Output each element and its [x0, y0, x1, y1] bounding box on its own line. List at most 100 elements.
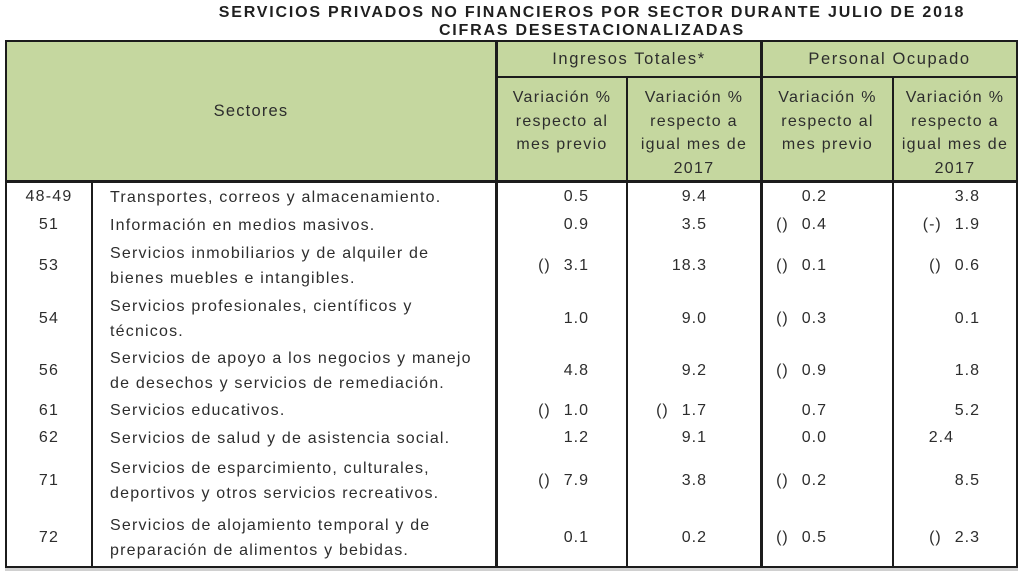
- negative-sign: (): [929, 528, 942, 546]
- group-header-ingresos-totales: Ingresos Totales*: [495, 42, 760, 78]
- value-number: 7.9: [563, 471, 589, 489]
- value-cell: () 0.6: [892, 239, 1016, 293]
- value-number: 1.0: [563, 310, 589, 327]
- group-header-personal-ocupado: Personal Ocupado: [760, 42, 1016, 78]
- sector-code: 71: [38, 471, 60, 489]
- value-cell: 1.8: [892, 345, 1016, 397]
- value-number: 3.8: [681, 471, 707, 489]
- value-cell: 18.3: [626, 239, 760, 293]
- value-cell: 8.5: [892, 452, 1016, 509]
- value-number: 0.2: [801, 188, 827, 205]
- value-cell: () 1.0: [495, 397, 626, 424]
- value-cell: () 3.1: [495, 239, 626, 293]
- value-number: 1.2: [563, 429, 589, 446]
- subheader-personal-mes-previo: Variación % respecto al mes previo: [760, 78, 892, 183]
- value-number: 0.5: [563, 188, 589, 205]
- value-cell: 2.4: [892, 424, 1016, 452]
- sector-name: Servicios de esparcimiento, culturales, …: [91, 452, 495, 509]
- value-number: 2.3: [954, 528, 980, 546]
- sector-name-text: Servicios profesionales, científicos y t…: [110, 298, 413, 340]
- value-number: 8.5: [954, 471, 980, 489]
- value-number: 0.5: [801, 528, 827, 546]
- value-number: 4.8: [563, 362, 589, 379]
- value-number: 3.5: [681, 216, 707, 233]
- negative-sign: (): [538, 401, 551, 419]
- value-number: 0.1: [801, 257, 827, 274]
- value-cell: 4.8: [495, 345, 626, 397]
- sector-name: Servicios inmobiliarios y de alquiler de…: [91, 239, 495, 293]
- value-number: 3.8: [954, 188, 980, 205]
- negative-sign: (): [776, 471, 789, 489]
- negative-sign: (): [776, 528, 789, 546]
- value-cell: () 0.2: [760, 452, 892, 509]
- sector-code: 62: [38, 429, 60, 446]
- value-number: 3.1: [563, 257, 589, 274]
- subheader-ingresos-igual-mes: Variación % respecto a igual mes de 2017: [626, 78, 760, 183]
- value-number: 0.0: [801, 429, 827, 446]
- sector-code: 48-49: [25, 188, 73, 205]
- sector-name-text: Servicios educativos.: [110, 402, 286, 419]
- sector-name-text: Información en medios masivos.: [110, 216, 376, 234]
- title-line-1: SERVICIOS PRIVADOS NO FINANCIEROS POR SE…: [218, 4, 966, 21]
- title-line-2: CIFRAS DESESTACIONALIZADAS: [438, 21, 746, 39]
- negative-sign: (-): [922, 216, 942, 233]
- value-cell: () 2.3: [892, 509, 1016, 566]
- value-number: 0.1: [954, 310, 980, 327]
- sector-code: 54: [38, 310, 60, 327]
- value-number: 1.7: [681, 401, 707, 419]
- negative-sign: (): [776, 362, 789, 379]
- sector-name: Transportes, correos y almacenamiento.: [91, 183, 495, 211]
- value-cell: 9.0: [626, 293, 760, 345]
- value-cell: 0.2: [626, 509, 760, 566]
- value-number: 0.7: [801, 401, 827, 419]
- negative-sign: (): [929, 257, 942, 274]
- value-cell: 0.2: [760, 183, 892, 211]
- value-cell: 0.9: [495, 211, 626, 239]
- value-cell: () 0.4: [760, 211, 892, 239]
- value-number: 1.0: [563, 401, 589, 419]
- value-number: 0.6: [954, 257, 980, 274]
- negative-sign: (): [538, 257, 551, 274]
- value-number: 18.3: [671, 257, 707, 274]
- sector-name: Información en medios masivos.: [91, 211, 495, 239]
- sector-name: Servicios educativos.: [91, 397, 495, 424]
- negative-sign: (): [776, 310, 789, 327]
- value-number: 1.9: [954, 216, 980, 233]
- sector-code: 53: [38, 257, 60, 274]
- value-number: 0.2: [801, 471, 827, 489]
- value-cell: 5.2: [892, 397, 1016, 424]
- sector-name-text: Servicios de salud y de asistencia socia…: [110, 429, 451, 447]
- value-number: 0.3: [801, 310, 827, 327]
- table: Sectores Ingresos Totales* Personal Ocup…: [5, 40, 1018, 568]
- value-cell: 9.1: [626, 424, 760, 452]
- value-number: 5.2: [954, 401, 980, 419]
- sector-name: Servicios de alojamiento temporal y de p…: [91, 509, 495, 566]
- sector-name-text: Servicios de apoyo a los negocios y mane…: [110, 350, 472, 392]
- value-number: 9.4: [681, 188, 707, 205]
- value-cell: () 0.1: [760, 239, 892, 293]
- sector-code: 56: [38, 362, 60, 379]
- value-cell: 0.7: [760, 397, 892, 424]
- value-cell: 9.2: [626, 345, 760, 397]
- value-cell: () 1.7: [626, 397, 760, 424]
- value-cell: () 0.5: [760, 509, 892, 566]
- sector-name-text: Servicios de esparcimiento, culturales, …: [110, 459, 440, 502]
- value-cell: () 0.3: [760, 293, 892, 345]
- subheader-personal-igual-mes: Variación % respecto a igual mes de 2017: [892, 78, 1016, 183]
- value-cell: 3.5: [626, 211, 760, 239]
- value-cell: (-) 1.9: [892, 211, 1016, 239]
- value-number: 9.1: [681, 429, 707, 446]
- value-number: 2.4: [928, 429, 954, 446]
- value-number: 9.2: [681, 362, 707, 379]
- sector-name: Servicios profesionales, científicos y t…: [91, 293, 495, 345]
- value-cell: 3.8: [892, 183, 1016, 211]
- page-title: SERVICIOS PRIVADOS NO FINANCIEROS POR SE…: [160, 4, 1024, 39]
- value-number: 1.8: [954, 362, 980, 379]
- negative-sign: (): [776, 216, 789, 233]
- sector-name-text: Servicios de alojamiento temporal y de p…: [110, 516, 431, 559]
- sector-name-text: Servicios inmobiliarios y de alquiler de…: [110, 245, 430, 287]
- value-number: 0.9: [563, 216, 589, 233]
- value-number: 0.4: [801, 216, 827, 233]
- sector-name: Servicios de salud y de asistencia socia…: [91, 424, 495, 452]
- sector-code: 51: [38, 216, 60, 233]
